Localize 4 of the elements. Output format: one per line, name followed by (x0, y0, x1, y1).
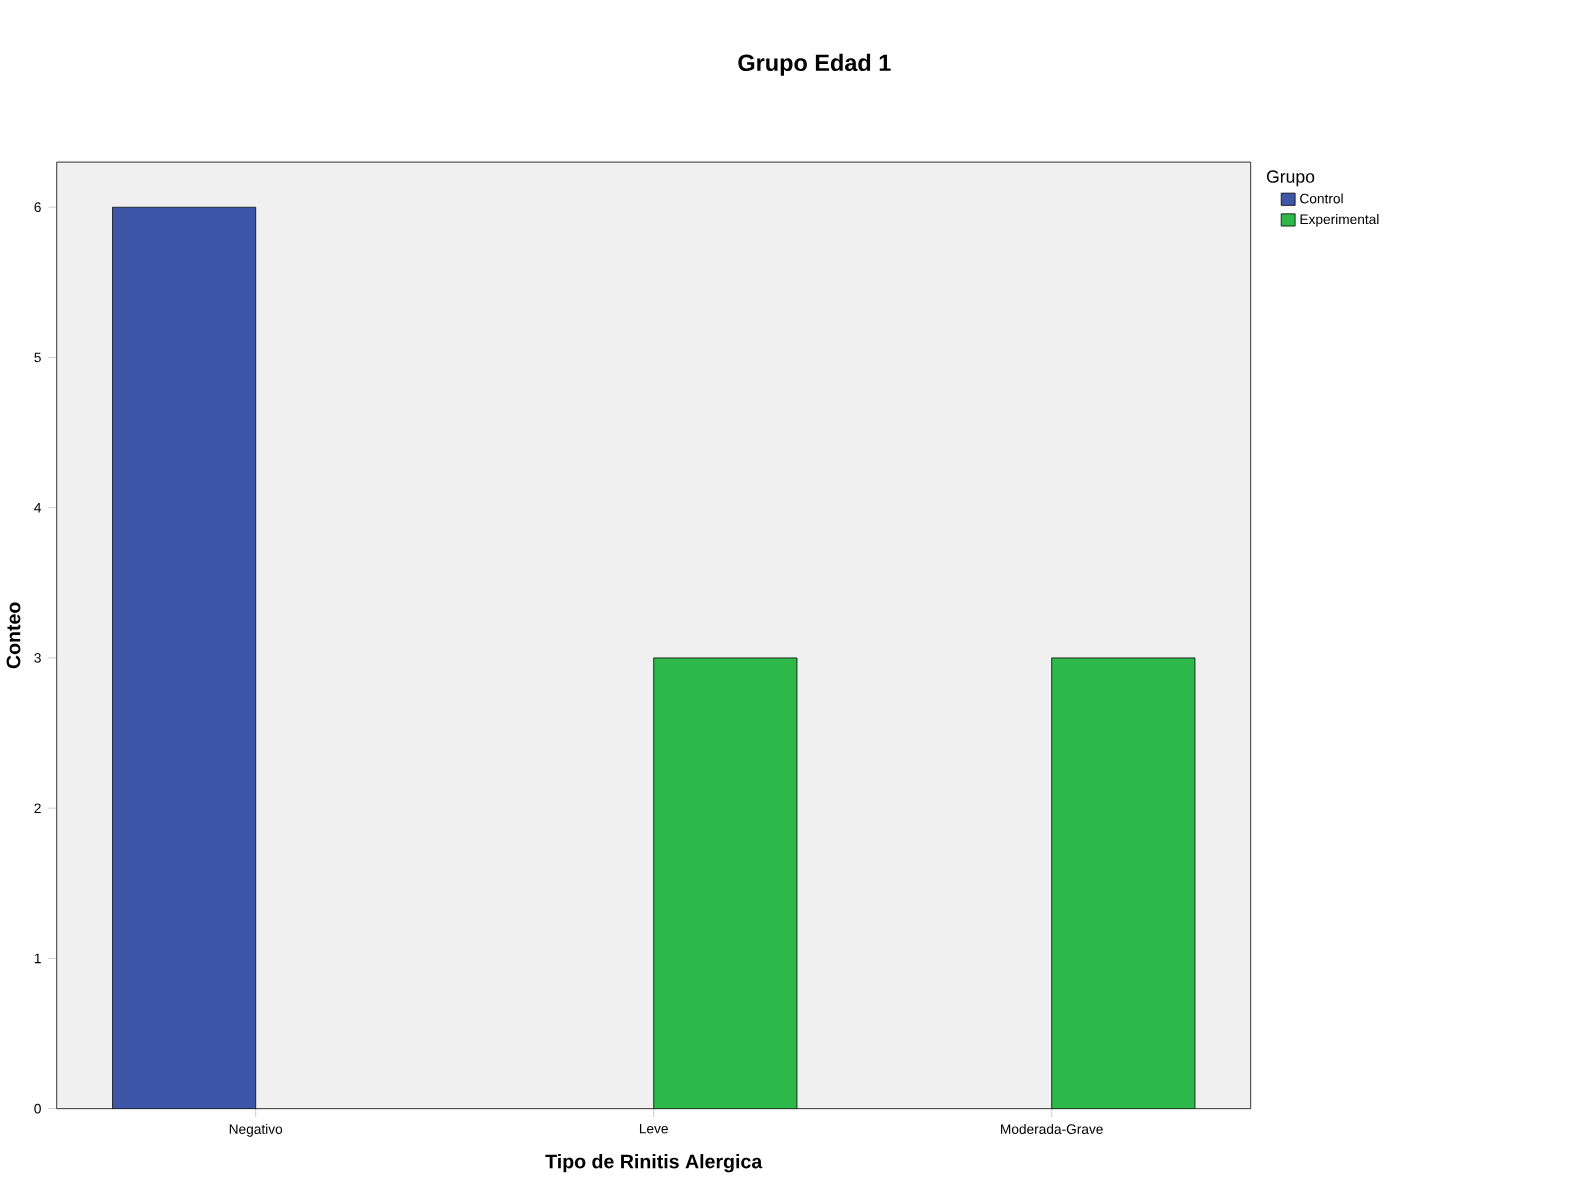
chart-title: Grupo Edad 1 (738, 53, 891, 76)
x-axis-title: Tipo de Rinitis Alergica (545, 1154, 763, 1173)
y-axis-title: Conteo (6, 602, 21, 669)
legend-title: Grupo (1266, 170, 1315, 187)
